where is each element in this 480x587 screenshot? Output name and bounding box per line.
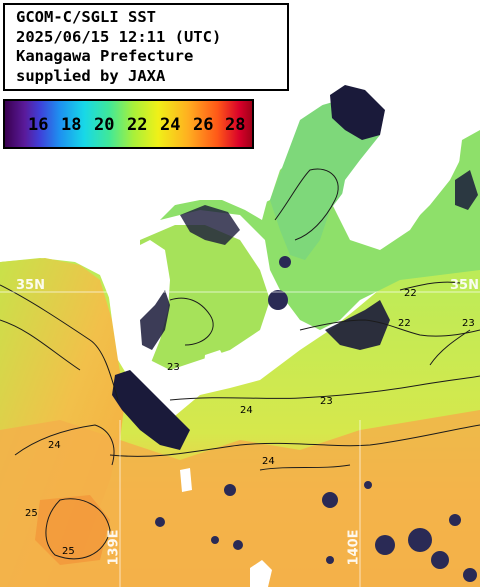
product-title: GCOM-C/SGLI SST: [16, 8, 156, 26]
sea-mid-green: [140, 225, 270, 370]
contour-label: 22: [404, 288, 417, 299]
color-scale-legend: 16 18 20 22 24 26 28: [3, 99, 254, 149]
contour-label: 23: [462, 318, 475, 329]
legend-tick: 26: [193, 115, 214, 135]
lon-label-left: 139E: [106, 529, 122, 566]
contour-label: 25: [25, 508, 38, 519]
contour-label: 24: [48, 440, 61, 451]
contour-label: 23: [320, 396, 333, 407]
region-name: Kanagawa Prefecture: [16, 47, 194, 65]
legend-tick: 18: [61, 115, 82, 135]
contours: [0, 168, 480, 560]
legend-tick: 16: [28, 115, 49, 135]
legend-tick: 24: [160, 115, 181, 135]
contour-label: 25: [62, 546, 75, 557]
observation-time: 2025/06/15 12:11 (UTC): [16, 27, 222, 46]
island-tiny: [180, 468, 192, 492]
graticule: [0, 291, 480, 587]
coastal-noise: [112, 85, 478, 450]
lat-label-left: 35N: [16, 278, 45, 293]
lon-label-right: 140E: [346, 529, 362, 566]
island-small: [203, 350, 228, 390]
info-box: GCOM-C/SGLI SST 2025/06/15 12:11 (UTC) K…: [3, 3, 289, 91]
bay-north-arm: [270, 100, 385, 260]
contour-label: 24: [262, 456, 275, 467]
island-south: [250, 560, 272, 587]
legend-tick: 20: [94, 115, 115, 135]
credit-text: supplied by JAXA: [16, 66, 166, 85]
legend-tick: 22: [127, 115, 148, 135]
contour-label: 23: [167, 362, 180, 373]
warm-patch: [35, 495, 110, 565]
legend-tick: 28: [225, 115, 246, 135]
lat-label-right: 35N: [450, 278, 479, 293]
contour-label: 24: [240, 405, 253, 416]
eddies: [155, 256, 477, 582]
contour-label: 22: [398, 318, 411, 329]
